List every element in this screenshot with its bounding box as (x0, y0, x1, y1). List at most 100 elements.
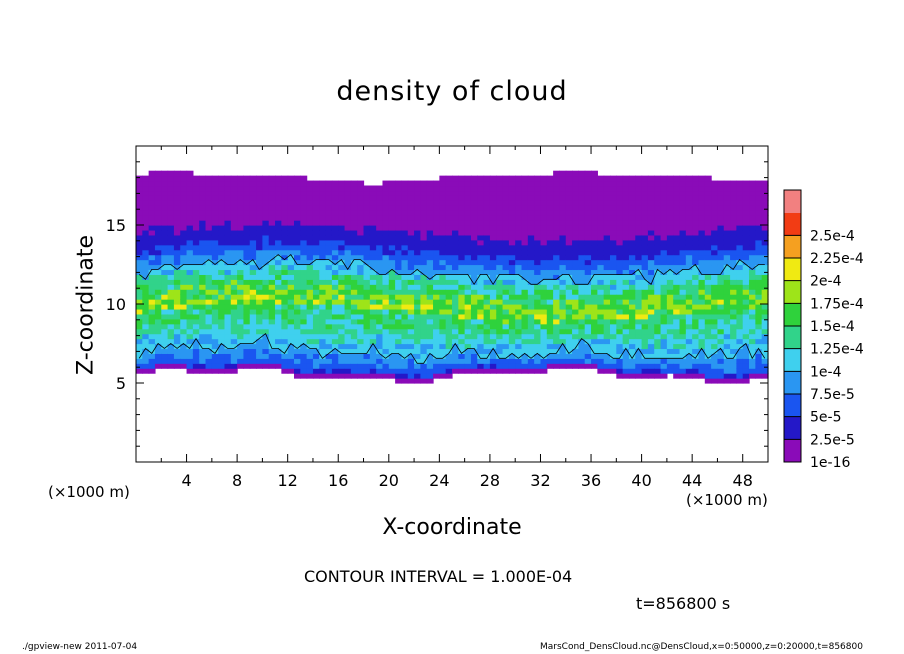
heatmap-cell (306, 249, 314, 256)
heatmap-cell (319, 304, 327, 310)
heatmap-cell (616, 269, 624, 275)
heatmap-cell (199, 358, 207, 364)
heatmap-cell (458, 308, 466, 315)
heatmap-cell (597, 294, 605, 300)
heatmap-cell (679, 363, 687, 369)
colorbar-segment (784, 212, 801, 236)
heatmap-cell (616, 205, 624, 211)
heatmap-cell (521, 348, 529, 354)
heatmap-cell (692, 368, 700, 374)
heatmap-cell (167, 274, 175, 280)
heatmap-cell (224, 333, 232, 340)
heatmap-cell (603, 220, 611, 226)
heatmap-cell (192, 358, 200, 364)
heatmap-cell (502, 249, 510, 256)
heatmap-cell (414, 368, 421, 374)
heatmap-cell (527, 249, 535, 256)
heatmap-cell (369, 254, 377, 261)
heatmap-cell (180, 205, 188, 211)
heatmap-cell (218, 348, 226, 354)
heatmap-cell (357, 274, 365, 280)
heatmap-cell (610, 259, 617, 266)
heatmap-cell (281, 348, 289, 354)
heatmap-cell (704, 180, 712, 187)
heatmap-cell (306, 254, 314, 261)
heatmap-cell (527, 318, 535, 325)
heatmap-cell (730, 244, 737, 251)
heatmap-cell (591, 254, 598, 261)
heatmap-cell (414, 274, 421, 280)
heatmap-cell (755, 244, 763, 251)
heatmap-cell (287, 353, 295, 359)
heatmap-cell (452, 284, 459, 290)
heatmap-cell (312, 259, 320, 266)
heatmap-cell (610, 175, 617, 182)
heatmap-cell (540, 368, 548, 374)
heatmap-cell (572, 328, 579, 335)
heatmap-cell (761, 195, 769, 201)
heatmap-cell (287, 294, 295, 300)
heatmap-cell (679, 180, 687, 187)
heatmap-cell (723, 234, 731, 241)
heatmap-cell (262, 333, 270, 340)
heatmap-cell (395, 239, 403, 246)
heatmap-cell (439, 308, 447, 315)
heatmap-cell (654, 215, 662, 221)
heatmap-cell (736, 185, 744, 192)
heatmap-cell (692, 274, 700, 280)
heatmap-cell (357, 323, 365, 330)
heatmap-cell (496, 318, 504, 325)
heatmap-cell (458, 279, 466, 285)
heatmap-cell (515, 220, 523, 226)
heatmap-cell (546, 195, 554, 201)
heatmap-cell (723, 363, 731, 369)
heatmap-cell (584, 244, 592, 251)
heatmap-cell (698, 308, 706, 315)
heatmap-cell (635, 205, 643, 211)
heatmap-cell (211, 185, 219, 192)
heatmap-cell (616, 195, 624, 201)
heatmap-cell (464, 353, 472, 359)
heatmap-cell (237, 353, 245, 359)
heatmap-cell (382, 234, 390, 241)
heatmap-cell (622, 353, 630, 359)
heatmap-cell (218, 279, 226, 285)
heatmap-cell (546, 363, 554, 369)
colorbar-segment (784, 190, 801, 213)
heatmap-cell (515, 289, 523, 295)
heatmap-cell (578, 225, 586, 231)
heatmap-cell (306, 333, 314, 340)
heatmap-cell (565, 229, 573, 236)
heatmap-cell (154, 333, 162, 340)
heatmap-cell (673, 239, 681, 246)
heatmap-cell (635, 284, 643, 290)
heatmap-cell (357, 200, 365, 206)
heatmap-cell (496, 239, 504, 246)
heatmap-cell (540, 363, 548, 369)
heatmap-cell (464, 195, 472, 201)
heatmap-cell (300, 363, 308, 369)
heatmap-cell (464, 343, 472, 350)
heatmap-cell (584, 308, 592, 315)
heatmap-cell (540, 308, 548, 315)
heatmap-cell (262, 254, 270, 261)
heatmap-cell (275, 215, 282, 221)
heatmap-cell (553, 220, 561, 226)
heatmap-cell (572, 210, 579, 216)
heatmap-cell (666, 269, 674, 275)
heatmap-cell (275, 180, 282, 187)
heatmap-cell (382, 304, 390, 310)
heatmap-cell (730, 313, 737, 320)
heatmap-cell (610, 239, 617, 246)
heatmap-cell (597, 279, 605, 285)
heatmap-cell (458, 343, 466, 350)
heatmap-cell (205, 185, 213, 192)
heatmap-cell (452, 343, 459, 350)
heatmap-cell (616, 289, 624, 295)
heatmap-cell (363, 274, 371, 280)
heatmap-cell (161, 358, 169, 364)
heatmap-cell (136, 338, 143, 345)
heatmap-cell (268, 185, 276, 192)
heatmap-cell (565, 284, 573, 290)
heatmap-cell (268, 254, 276, 261)
